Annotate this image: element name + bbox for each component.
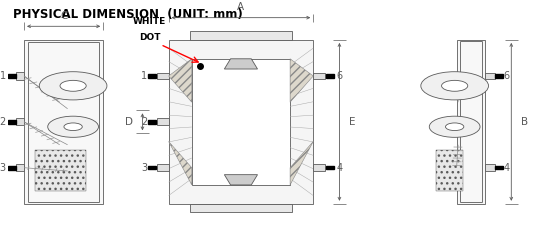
Bar <box>24 40 103 204</box>
Bar <box>192 59 290 185</box>
Text: 1: 1 <box>0 71 6 81</box>
Bar <box>191 204 291 212</box>
Text: 3: 3 <box>141 163 147 173</box>
Text: B: B <box>521 117 528 127</box>
Text: 4: 4 <box>504 163 510 173</box>
Text: 3: 3 <box>0 163 6 173</box>
Text: A: A <box>237 2 244 12</box>
Bar <box>485 164 495 171</box>
Polygon shape <box>224 175 258 185</box>
Text: 2: 2 <box>141 117 147 127</box>
Bar <box>8 74 17 78</box>
Bar <box>8 166 17 169</box>
Text: D: D <box>125 117 132 127</box>
Text: 6: 6 <box>504 71 510 81</box>
Text: 1: 1 <box>141 71 147 81</box>
Bar <box>148 120 156 124</box>
Circle shape <box>48 116 99 137</box>
Bar <box>17 164 24 171</box>
Text: WHITE: WHITE <box>133 17 166 26</box>
Bar <box>35 150 86 191</box>
Text: DOT: DOT <box>139 33 160 42</box>
Circle shape <box>442 80 468 91</box>
Circle shape <box>421 72 489 100</box>
Polygon shape <box>290 142 313 185</box>
Polygon shape <box>224 59 258 69</box>
Bar <box>148 166 156 169</box>
Circle shape <box>64 123 83 131</box>
Bar <box>313 73 325 79</box>
Circle shape <box>445 123 464 131</box>
Text: 2: 2 <box>0 117 6 127</box>
Polygon shape <box>168 59 192 102</box>
Circle shape <box>39 72 107 100</box>
Bar <box>326 166 334 169</box>
Bar <box>17 118 24 125</box>
Circle shape <box>429 116 480 137</box>
Text: 6: 6 <box>336 71 342 81</box>
Bar <box>485 73 495 79</box>
Bar <box>436 150 463 191</box>
Polygon shape <box>168 142 192 185</box>
Bar <box>157 164 168 171</box>
Bar <box>456 40 485 204</box>
Text: PHYSICAL DIMENSION  (UNIT: mm): PHYSICAL DIMENSION (UNIT: mm) <box>13 8 243 21</box>
Bar <box>168 40 313 204</box>
Bar <box>313 164 325 171</box>
Bar <box>326 74 334 78</box>
Bar <box>495 166 504 169</box>
Polygon shape <box>290 59 313 102</box>
Bar <box>157 73 168 79</box>
Bar <box>191 31 291 40</box>
Bar <box>148 74 156 78</box>
Bar <box>17 72 24 80</box>
Bar <box>157 118 168 125</box>
Text: C: C <box>60 11 67 21</box>
Circle shape <box>60 80 86 91</box>
Text: 4: 4 <box>336 163 342 173</box>
Bar <box>495 74 504 78</box>
Bar <box>8 120 17 124</box>
Text: E: E <box>349 117 356 127</box>
